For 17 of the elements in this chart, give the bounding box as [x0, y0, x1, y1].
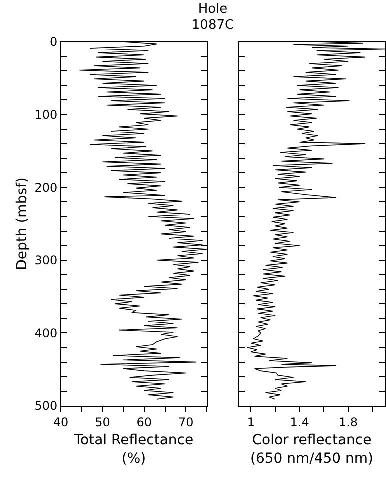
x-tick-label: 1.8 [338, 415, 358, 430]
y-tick-label: 400 [34, 326, 58, 340]
chart-title: Hole 1087C [190, 2, 236, 34]
y-tick-label: 200 [34, 180, 58, 195]
y-tick-label: 300 [34, 254, 58, 268]
y-tick-label: 100 [34, 108, 58, 122]
x-tick-label: 40 [53, 415, 69, 430]
y-axis-title: Depth (mbsf) [14, 178, 30, 270]
x-tick-label: 70 [178, 415, 194, 430]
x-tick-label: 1 [247, 415, 255, 430]
x-tick-label: 50 [95, 415, 110, 430]
x-axis-title: Color reflectance (650 nm/450 nm) [250, 432, 374, 467]
x-axis-title: Total Reflectance (%) [73, 432, 194, 467]
x-tick-label: 1.4 [290, 415, 310, 430]
y-tick-label: 0 [50, 35, 58, 50]
x-tick-label: 60 [136, 415, 152, 430]
y-tick-label: 500 [34, 399, 58, 414]
